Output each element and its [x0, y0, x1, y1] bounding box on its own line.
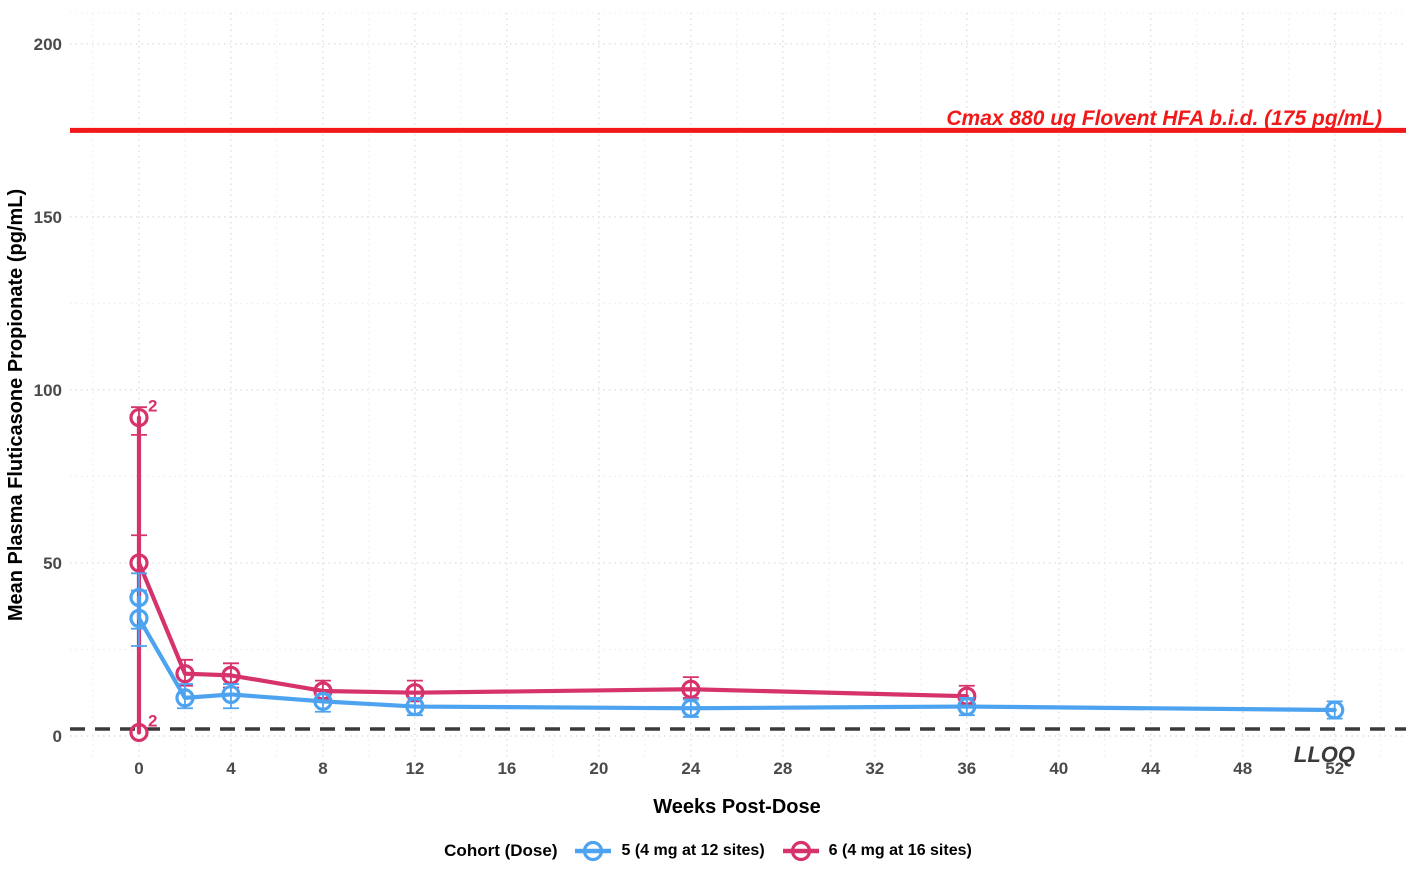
- lloq-reference-label: LLOQ: [1294, 742, 1355, 767]
- x-tick-label: 52: [1325, 759, 1344, 778]
- data-point: [129, 608, 149, 628]
- data-point: [681, 698, 701, 718]
- data-series: [129, 406, 1345, 743]
- x-tick-label: 4: [226, 759, 236, 778]
- footnote-flag: 2: [148, 397, 157, 416]
- y-tick-label: 200: [34, 35, 62, 54]
- y-tick-label: 100: [34, 381, 62, 400]
- x-tick-label: 28: [773, 759, 792, 778]
- x-axis-title: Weeks Post-Dose: [653, 796, 820, 818]
- data-point: [175, 664, 195, 684]
- cmax-reference-label: Cmax 880 ug Flovent HFA b.i.d. (175 pg/m…: [946, 107, 1382, 130]
- reference-lines: [70, 127, 1406, 731]
- x-tick-label: 0: [134, 759, 143, 778]
- data-point: [957, 696, 977, 717]
- data-point: [129, 722, 149, 743]
- data-point: [129, 587, 149, 608]
- data-point: [221, 684, 241, 705]
- y-tick-label: 0: [53, 727, 62, 746]
- footnote-flags: 22: [148, 397, 157, 731]
- x-tick-label: 16: [497, 759, 516, 778]
- data-point: [129, 553, 149, 573]
- y-tick-label: 150: [34, 208, 62, 227]
- data-point: [1325, 700, 1345, 720]
- x-tick-label: 12: [405, 759, 424, 778]
- cohort6-key-icon: [782, 840, 819, 862]
- data-point: [313, 691, 333, 711]
- legend-label-cohort5: 5 (4 mg at 12 sites): [621, 842, 765, 859]
- legend-label-cohort6: 6 (4 mg at 16 sites): [828, 842, 972, 859]
- x-tick-label: 44: [1141, 759, 1160, 778]
- legend-item-cohort6: 6 (4 mg at 16 sites): [781, 839, 972, 863]
- x-tick-label: 48: [1233, 759, 1252, 778]
- series-cohort6: [129, 406, 977, 743]
- cohort5-key-icon: [575, 840, 612, 862]
- x-tick-label: 20: [589, 759, 608, 778]
- data-point: [175, 688, 195, 708]
- legend-item-cohort5: 5 (4 mg at 12 sites): [573, 839, 765, 863]
- x-axis-tick-labels: 0 4 8 12 16 20 24 28 32 36 40 44 48 52: [134, 759, 1344, 778]
- x-tick-label: 8: [318, 759, 327, 778]
- legend-title: Cohort (Dose): [444, 841, 558, 860]
- x-tick-label: 36: [957, 759, 976, 778]
- data-point: [681, 679, 701, 699]
- data-point: [129, 407, 149, 428]
- y-axis-title: Mean Plasma Fluticasone Propionate (pg/m…: [5, 189, 27, 621]
- y-axis-tick-labels: 0 50 100 150 200: [34, 35, 62, 746]
- x-tick-label: 40: [1049, 759, 1068, 778]
- footnote-flag: 2: [148, 712, 157, 731]
- x-tick-label: 24: [681, 759, 700, 778]
- y-tick-label: 50: [43, 554, 62, 573]
- x-tick-label: 32: [865, 759, 884, 778]
- data-point: [405, 696, 425, 717]
- legend: Cohort (Dose) 5 (4 mg at 12 sites) 6 (4 …: [0, 839, 1416, 863]
- series-cohort5: [129, 572, 1345, 720]
